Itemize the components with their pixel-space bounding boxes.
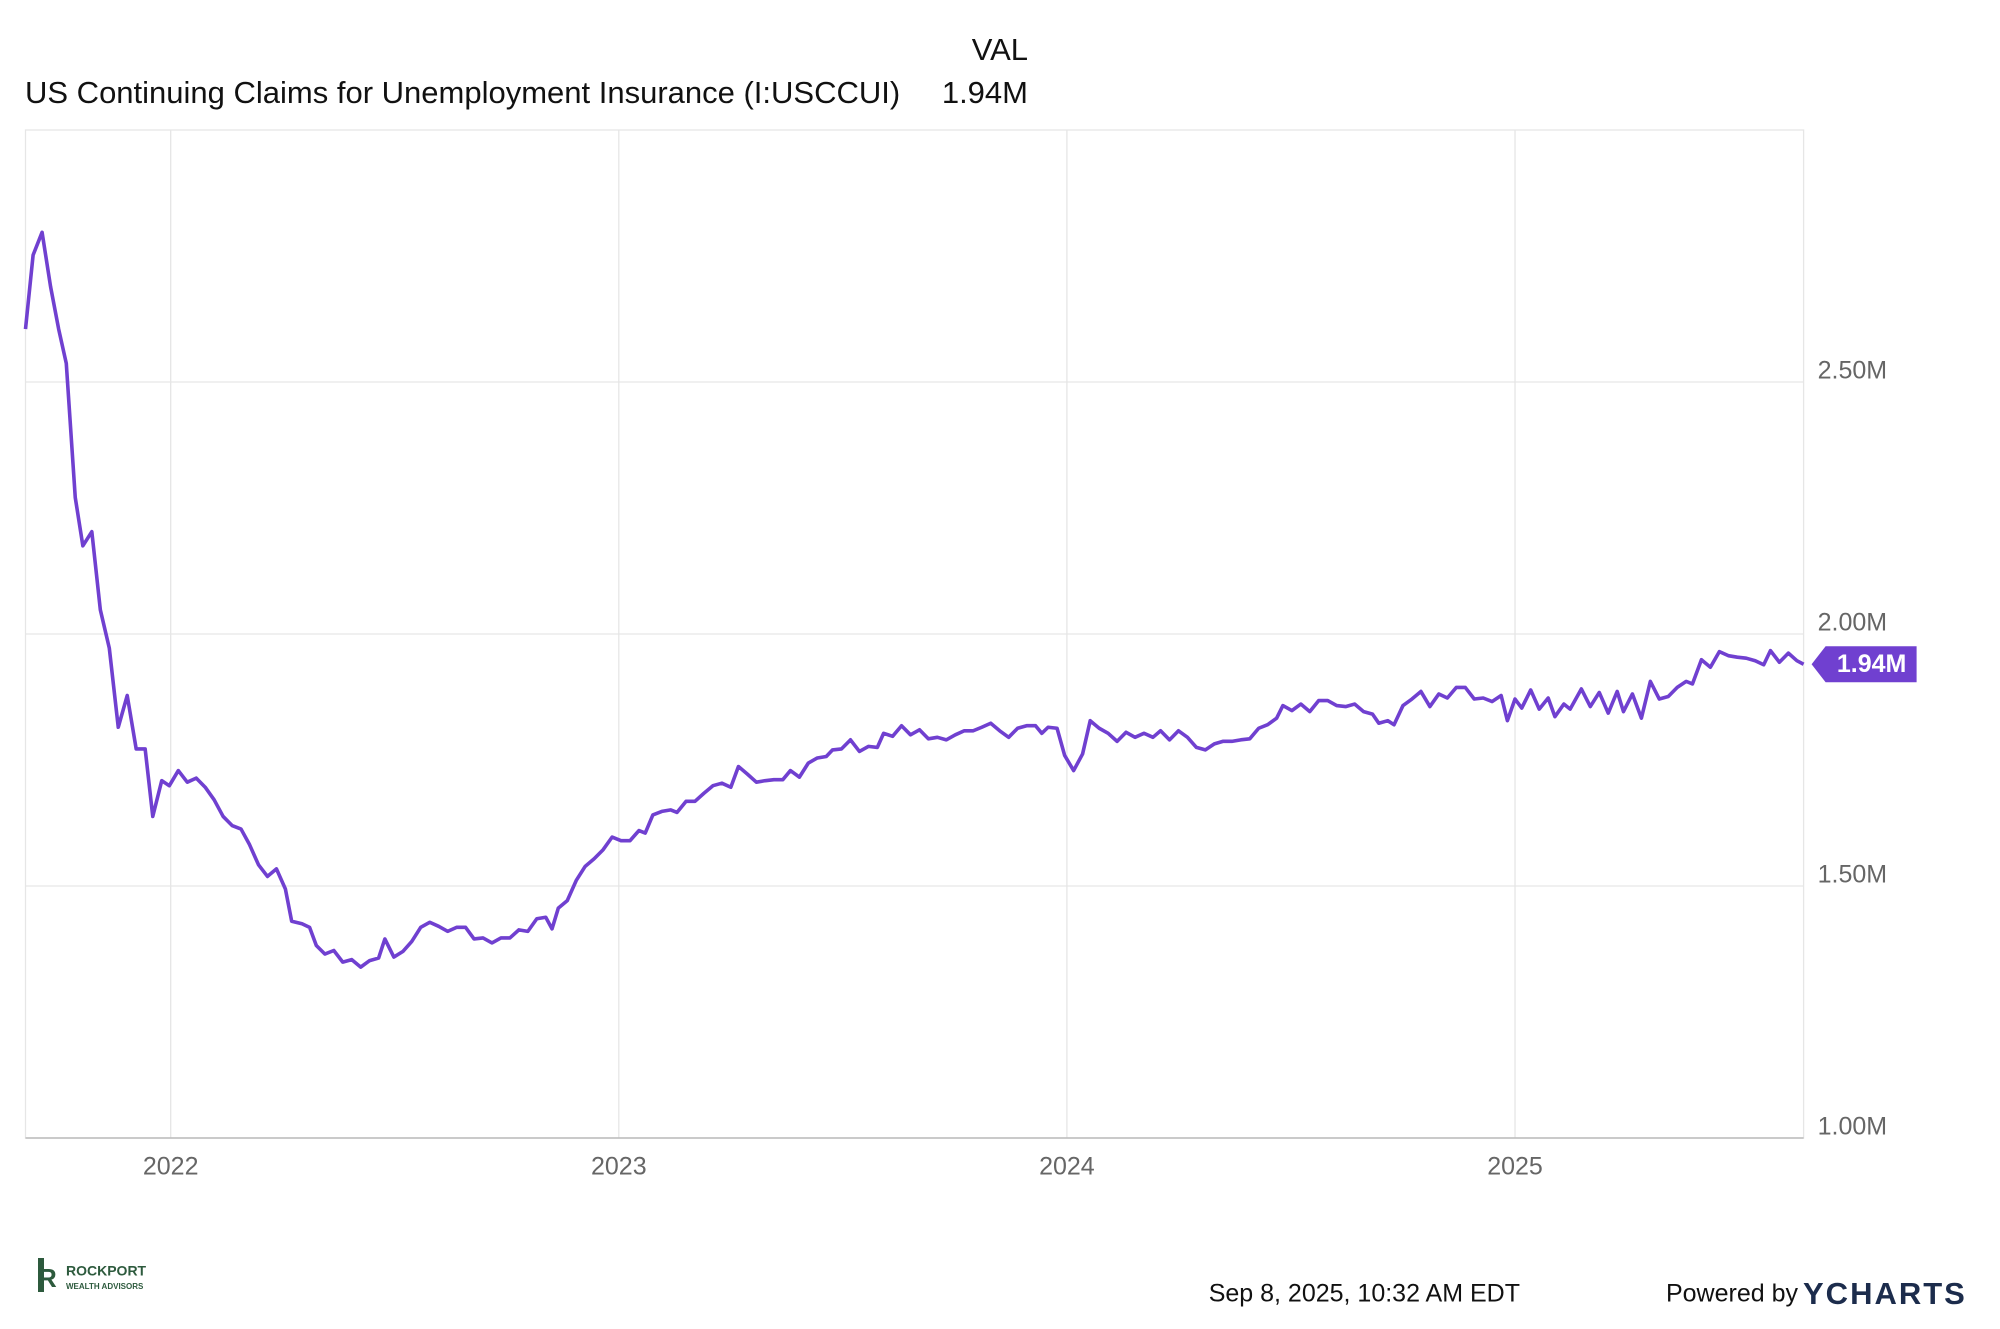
value-tag-label: 1.94M [1837,650,1906,678]
current-value: 1.94M [942,75,1028,110]
column-header: VAL [972,32,1028,67]
logo-name: ROCKPORT [66,1263,147,1279]
x-tick-label: 2024 [1039,1153,1095,1181]
y-tick-label: 1.00M [1818,1113,1887,1141]
plot-area: 1.00M 1.50M 2.00M 2.50M 2022 2023 2024 2025 1.94… [23,129,1917,1181]
logo: R ROCKPORT WEALTH ADVISORS [38,1258,147,1293]
powered-by: Powered by [1666,1280,1799,1308]
logo-tagline: WEALTH ADVISORS [66,1282,144,1291]
logo-bar [38,1258,44,1292]
value-tag [1811,646,1917,683]
logo-letter: R [38,1263,57,1293]
series-name: US Continuing Claims for Unemployment In… [25,75,900,110]
y-tick-label: 1.50M [1818,861,1887,889]
y-tick-label: 2.00M [1818,609,1887,637]
timestamp: Sep 8, 2025, 10:32 AM EDT [1209,1280,1520,1308]
x-tick-label: 2022 [143,1153,199,1181]
x-tick-label: 2023 [591,1153,647,1181]
series-line [23,230,1805,969]
brand: YCHARTS [1803,1276,1967,1311]
y-tick-label: 2.50M [1818,357,1887,385]
x-tick-label: 2025 [1487,1153,1543,1181]
